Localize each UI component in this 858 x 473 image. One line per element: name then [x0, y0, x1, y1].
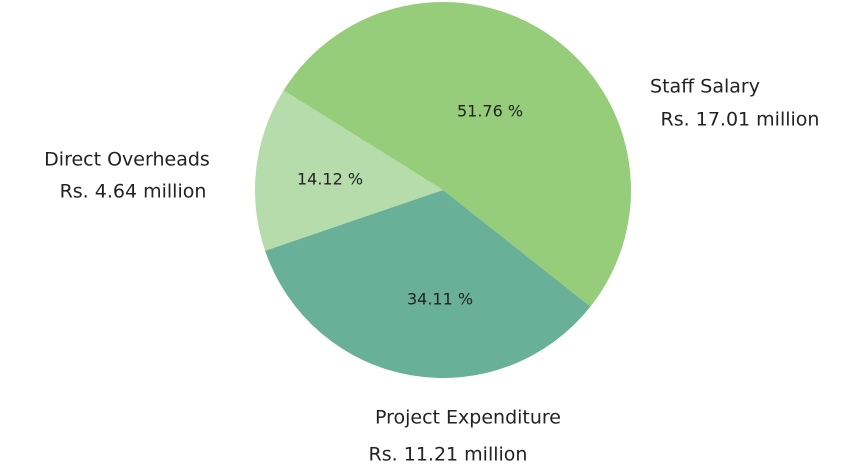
pie-slice: [254, 90, 443, 251]
slice-percent-label: 51.76 %: [457, 102, 523, 121]
amount-label: Rs. 11.21 million: [369, 444, 528, 466]
pie-slice: [283, 1, 632, 307]
slice-percent-label: 14.12 %: [297, 170, 363, 189]
category-label: Project Expenditure: [375, 407, 561, 429]
pie-slice: [265, 190, 591, 378]
category-label: Direct Overheads: [44, 149, 210, 171]
amount-label: Rs. 4.64 million: [60, 181, 207, 203]
slice-percent-label: 34.11 %: [407, 290, 473, 309]
amount-label: Rs. 17.01 million: [661, 109, 820, 131]
category-label: Staff Salary: [650, 76, 760, 98]
